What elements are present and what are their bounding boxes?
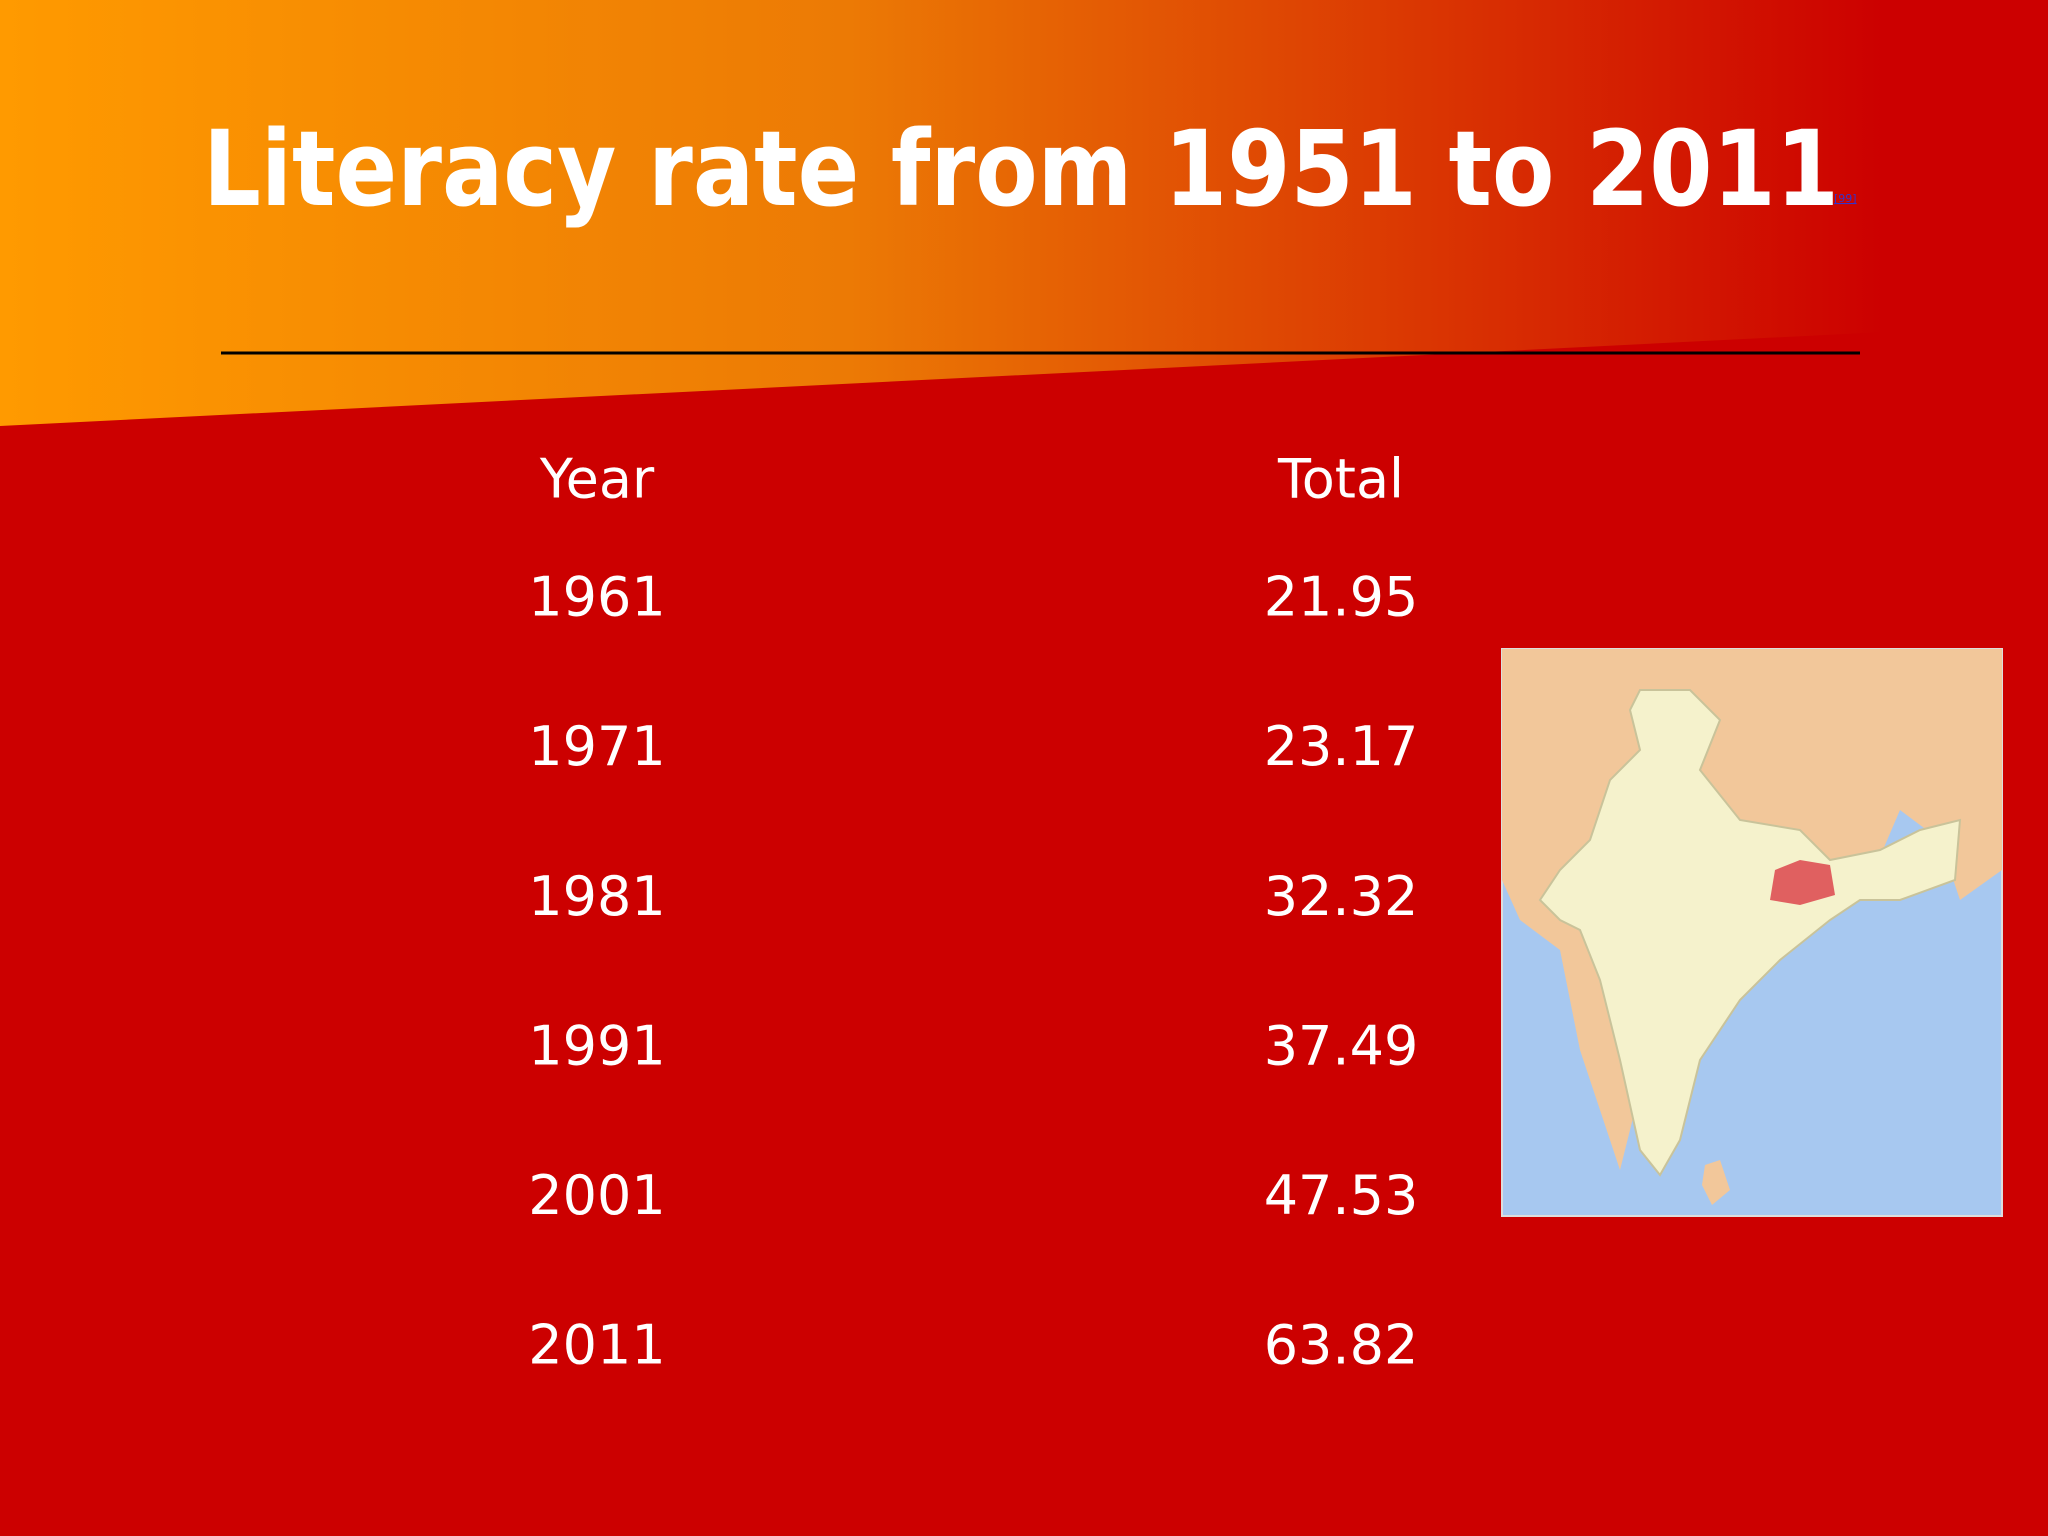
total-cell: 23.17	[1264, 715, 1419, 778]
header-band	[0, 0, 1885, 426]
column-header: Total	[1277, 448, 1404, 511]
column-header: Year	[539, 448, 655, 511]
slide-title: Literacy rate from 1951 to 2011	[203, 108, 1839, 230]
year-cell: 1981	[528, 865, 665, 928]
year-cell: 1991	[528, 1014, 665, 1077]
total-cell: 32.32	[1264, 865, 1419, 928]
year-cell: 2011	[528, 1314, 665, 1377]
year-cell: 2001	[528, 1164, 665, 1227]
year-cell: 1971	[528, 715, 665, 778]
reference-link[interactable]: [99]	[1834, 192, 1857, 205]
map-image	[1501, 648, 2003, 1217]
table: Year Total 1961 21.95 1971 23.17 1981 32.32 1991…	[528, 448, 1418, 1377]
total-cell: 47.53	[1264, 1164, 1419, 1227]
total-cell: 21.95	[1264, 566, 1419, 629]
total-cell: 63.82	[1264, 1314, 1419, 1377]
year-cell: 1961	[528, 566, 665, 629]
total-cell: 37.49	[1264, 1014, 1419, 1077]
